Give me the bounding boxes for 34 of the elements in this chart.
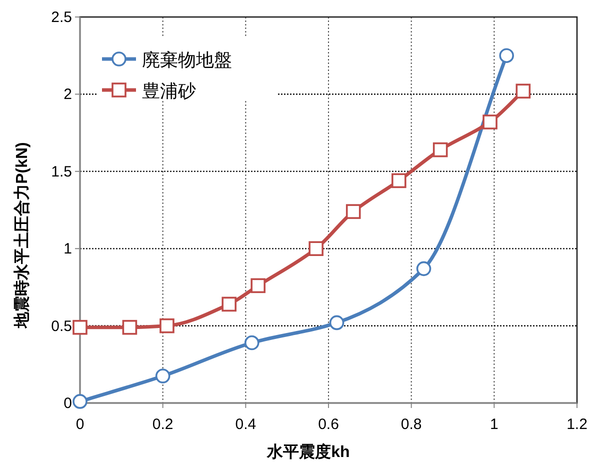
point xyxy=(482,114,498,130)
y-axis-title: 地震時水平土圧合力P(kN) xyxy=(13,142,31,329)
y-tick-label: 0 xyxy=(64,395,72,412)
point xyxy=(432,142,448,158)
y-tick-label: 1.5 xyxy=(51,163,72,180)
y-tick-label: 2 xyxy=(64,86,72,104)
point xyxy=(72,320,88,335)
x-tick-label: 0.4 xyxy=(235,416,256,433)
point xyxy=(155,368,170,384)
point xyxy=(308,241,324,256)
y-tick-label: 1 xyxy=(64,240,72,258)
x-tick-label: 0.2 xyxy=(152,416,174,433)
point xyxy=(122,320,138,335)
x-tick-label: 0.6 xyxy=(318,416,339,433)
point xyxy=(72,394,88,409)
point xyxy=(499,48,514,63)
point xyxy=(346,204,361,219)
legend-label: 廃棄物地盤 xyxy=(142,50,232,70)
x-tick-label: 0.8 xyxy=(400,416,422,433)
x-axis-title: 水平震度kh xyxy=(266,442,350,461)
x-tick-label: 1 xyxy=(490,416,498,433)
x-tick-label: 0 xyxy=(76,416,84,433)
y-tick-label: 2.5 xyxy=(51,9,72,26)
point xyxy=(392,173,406,188)
point xyxy=(222,296,236,312)
point xyxy=(329,315,344,330)
point xyxy=(416,261,432,276)
x-tick-label: 1.2 xyxy=(566,416,588,433)
point xyxy=(250,278,266,294)
y-tick-label: 0.5 xyxy=(51,318,72,335)
legend-label: 豊浦砂 xyxy=(142,81,196,101)
point xyxy=(244,335,260,350)
point xyxy=(160,318,174,334)
point xyxy=(516,84,531,99)
